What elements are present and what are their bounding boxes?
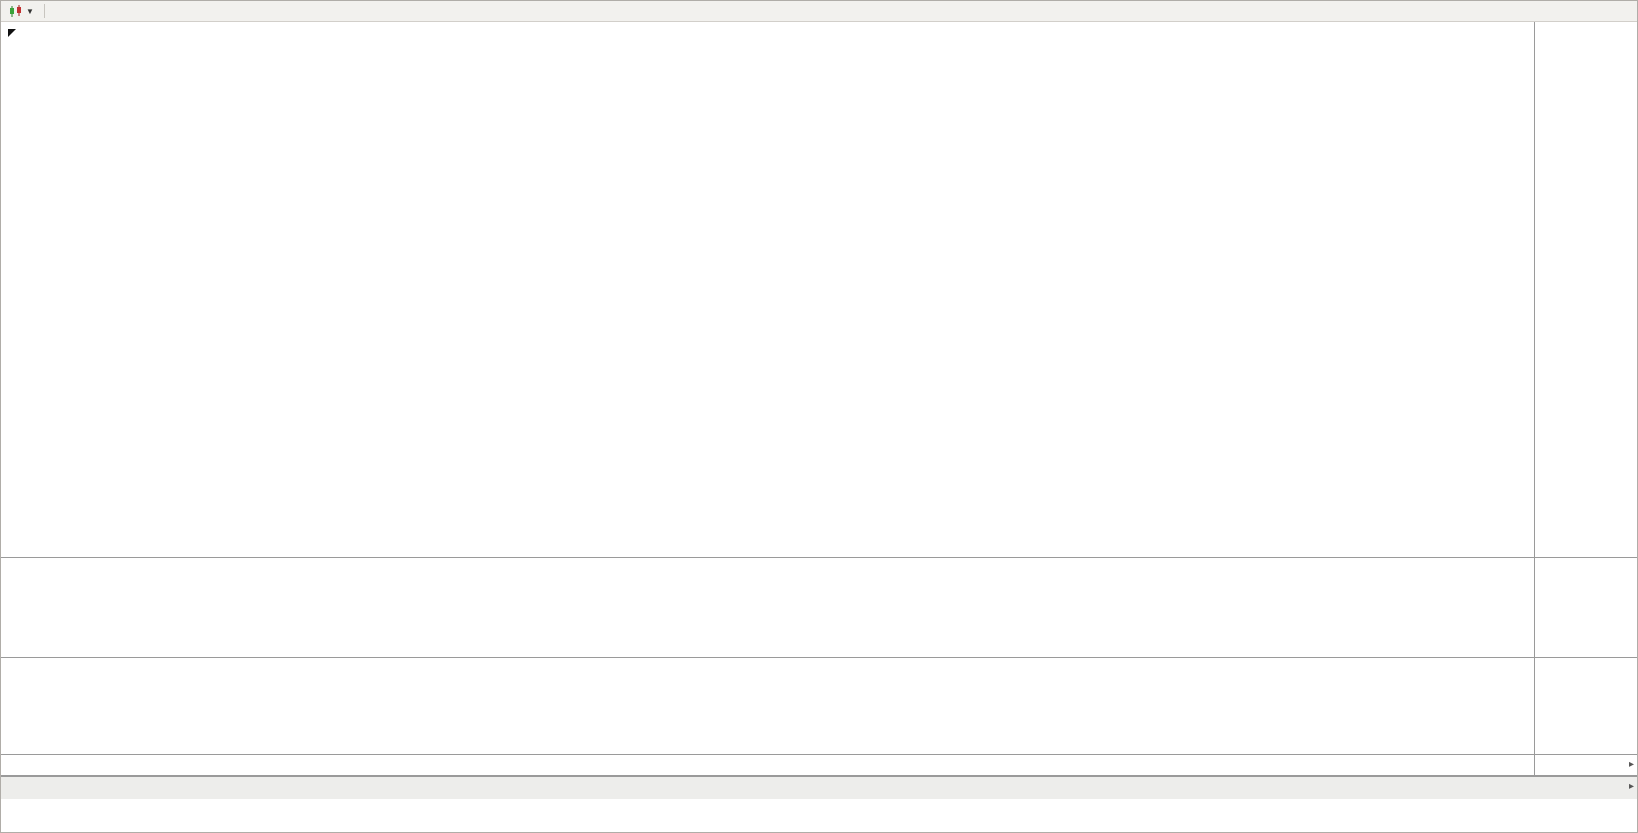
- chevron-down-icon: ▼: [26, 6, 34, 16]
- toolbar-separator: [43, 4, 45, 18]
- date-axis[interactable]: ▸: [1, 755, 1637, 775]
- panel-separator[interactable]: [1, 557, 1637, 558]
- chart-type-button[interactable]: ▼: [5, 4, 38, 19]
- tab-scroll-arrow[interactable]: ▸: [1628, 781, 1634, 792]
- rsi-indicator-pane[interactable]: [1, 558, 1534, 657]
- price-scale[interactable]: [1535, 22, 1637, 557]
- chart-tab-bar: [1, 776, 1637, 799]
- timeframe-toolbar: ▼: [1, 1, 1637, 22]
- panel-separator[interactable]: [1, 657, 1637, 658]
- axis-scroll-arrow[interactable]: ▸: [1628, 759, 1634, 770]
- price-chart-pane[interactable]: [1, 22, 1534, 557]
- rsi-chart-canvas[interactable]: [1, 558, 1534, 657]
- macd-chart-canvas[interactable]: [1, 658, 1534, 754]
- panel-separator[interactable]: [1, 754, 1637, 755]
- main-chart-canvas[interactable]: [1, 22, 1534, 557]
- macd-scale[interactable]: [1535, 658, 1637, 754]
- chart-pointer-icon: [8, 29, 16, 37]
- scale-separator: [1534, 22, 1535, 775]
- macd-indicator-pane[interactable]: [1, 658, 1534, 754]
- rsi-scale[interactable]: [1535, 558, 1637, 657]
- candlestick-chart-icon: [10, 4, 21, 17]
- chart-title: [21, 27, 28, 39]
- panel-separator: [1, 775, 1637, 776]
